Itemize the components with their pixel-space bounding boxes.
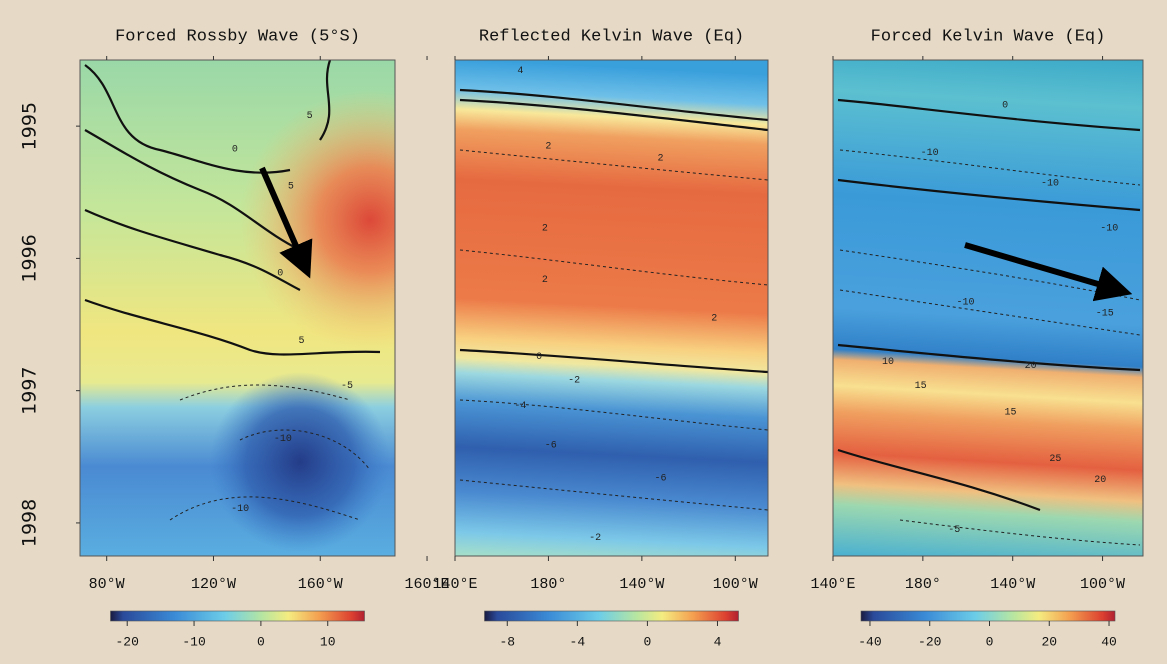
contour-label: -2 — [568, 376, 580, 387]
contour-label: 5 — [299, 336, 305, 347]
y-tick-label: 1997 — [19, 366, 41, 414]
colorbar-tick-label: 40 — [1101, 634, 1117, 649]
contour-label: -2 — [589, 533, 601, 544]
x-tick-label: 80°W — [89, 576, 125, 593]
panel-2-field — [455, 60, 769, 556]
colorbar-tick-label: -20 — [116, 634, 139, 649]
colorbar — [110, 610, 365, 622]
x-tick-label: 160°W — [298, 576, 343, 593]
x-tick-label: 140°E — [810, 576, 855, 593]
colorbar-tick-label: -10 — [182, 634, 205, 649]
contour-label: -10 — [231, 504, 249, 515]
colorbar-tick-label: 0 — [986, 634, 994, 649]
panel-frames — [79, 59, 1144, 557]
x-tick-label: 120°W — [191, 576, 236, 593]
contour-label: -5 — [341, 381, 353, 392]
contour-label: 0 — [1002, 101, 1008, 112]
y-tick-label: 1996 — [19, 234, 41, 282]
contour-label: 5 — [307, 111, 313, 122]
y-tick-label: 1998 — [19, 499, 41, 547]
colorbar-tick-label: -8 — [499, 634, 515, 649]
x-tick-label: 140°W — [619, 576, 664, 593]
contour-label: 5 — [288, 181, 294, 192]
panel-title: Forced Rossby Wave (5°S) — [115, 27, 360, 46]
x-tick-label: 180° — [530, 576, 566, 593]
y-tick-label: 1995 — [19, 102, 41, 150]
contour-label: 2 — [542, 275, 548, 286]
panel-title: Reflected Kelvin Wave (Eq) — [479, 27, 744, 46]
contour-label: -10 — [957, 298, 975, 309]
colorbar — [484, 610, 739, 622]
contour-label: 15 — [915, 381, 927, 392]
colorbar-tick-label: 0 — [644, 634, 652, 649]
x-tick-label: 140°E — [432, 576, 477, 593]
colorbar-tick-label: 0 — [257, 634, 265, 649]
x-tick-label: 180° — [905, 576, 941, 593]
contour-label: -5 — [948, 525, 960, 536]
contour-label: -10 — [274, 434, 292, 445]
x-tick-label: 140°W — [990, 576, 1035, 593]
contour-label: -10 — [1041, 179, 1059, 190]
contour-label: 2 — [542, 224, 548, 235]
contour-label: -10 — [1100, 224, 1118, 235]
colorbar-tick-label: 10 — [320, 634, 336, 649]
contour-label: -4 — [514, 401, 526, 412]
contour-label: 10 — [882, 357, 894, 368]
contour-label: 0 — [277, 269, 283, 280]
colorbar-tick-label: 4 — [714, 634, 722, 649]
x-tick-label: 100°W — [713, 576, 758, 593]
contour-label: -6 — [655, 474, 667, 485]
colorbar — [860, 610, 1116, 622]
contour-label: 20 — [1025, 361, 1037, 372]
contour-label: 4 — [517, 66, 523, 77]
contour-label: 2 — [545, 142, 551, 153]
contour-label: 20 — [1094, 475, 1106, 486]
contour-label: -10 — [921, 148, 939, 159]
panel-title: Forced Kelvin Wave (Eq) — [871, 27, 1106, 46]
x-tick-label: 160°E — [405, 576, 450, 593]
contour-label: 15 — [1004, 407, 1016, 418]
contour-label: 0 — [536, 352, 542, 363]
x-tick-label: 100°W — [1080, 576, 1125, 593]
panel-3-field — [833, 60, 1143, 556]
contour-label: 2 — [658, 154, 664, 165]
panel-1-field — [80, 59, 395, 556]
contour-label: -6 — [545, 441, 557, 452]
arrow — [259, 166, 313, 279]
colorbar-tick-label: -20 — [918, 634, 941, 649]
colorbar-tick-label: -40 — [858, 634, 881, 649]
arrow — [964, 242, 1133, 302]
contour-label: 0 — [232, 144, 238, 155]
contour-label: 2 — [711, 314, 717, 325]
colorbar-tick-label: 20 — [1041, 634, 1057, 649]
colorbar-tick-label: -4 — [570, 634, 586, 649]
contour-label: 25 — [1049, 454, 1061, 465]
contour-label: -15 — [1096, 308, 1114, 319]
